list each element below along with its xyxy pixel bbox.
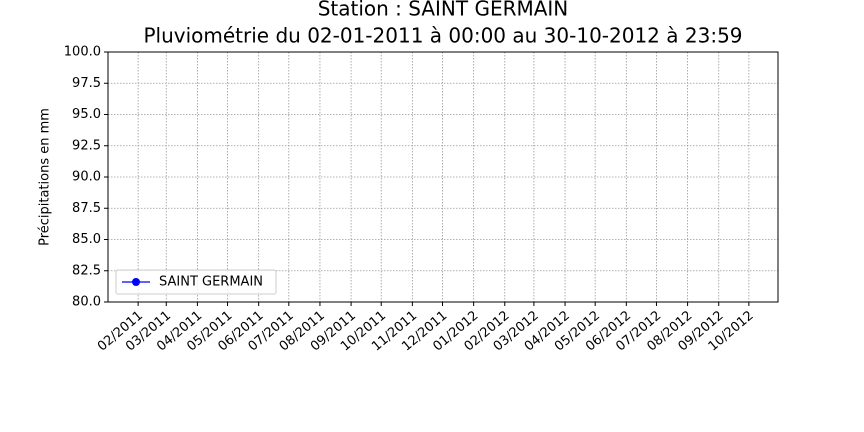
y-axis-label: Précipitations en mm — [38, 108, 53, 246]
y-tick-label: 80.0 — [72, 295, 101, 310]
y-tick-label: 90.0 — [72, 170, 101, 185]
y-tick-label: 85.0 — [72, 232, 101, 247]
legend-marker — [132, 278, 140, 286]
chart-subtitle: Pluviométrie du 02-01-2011 à 00:00 au 30… — [143, 24, 742, 48]
legend-label: SAINT GERMAIN — [159, 275, 263, 290]
y-tick-label: 87.5 — [72, 201, 101, 216]
y-tick-label: 92.5 — [72, 138, 101, 153]
plot-frame — [107, 51, 779, 303]
y-tick-label: 82.5 — [72, 263, 101, 278]
legend-box — [115, 269, 277, 295]
y-tick-label: 97.5 — [72, 76, 101, 91]
chart-title: Station : SAINT GERMAIN — [318, 0, 569, 21]
y-tick-label: 95.0 — [72, 107, 101, 122]
y-tick-label: 100.0 — [64, 45, 101, 60]
